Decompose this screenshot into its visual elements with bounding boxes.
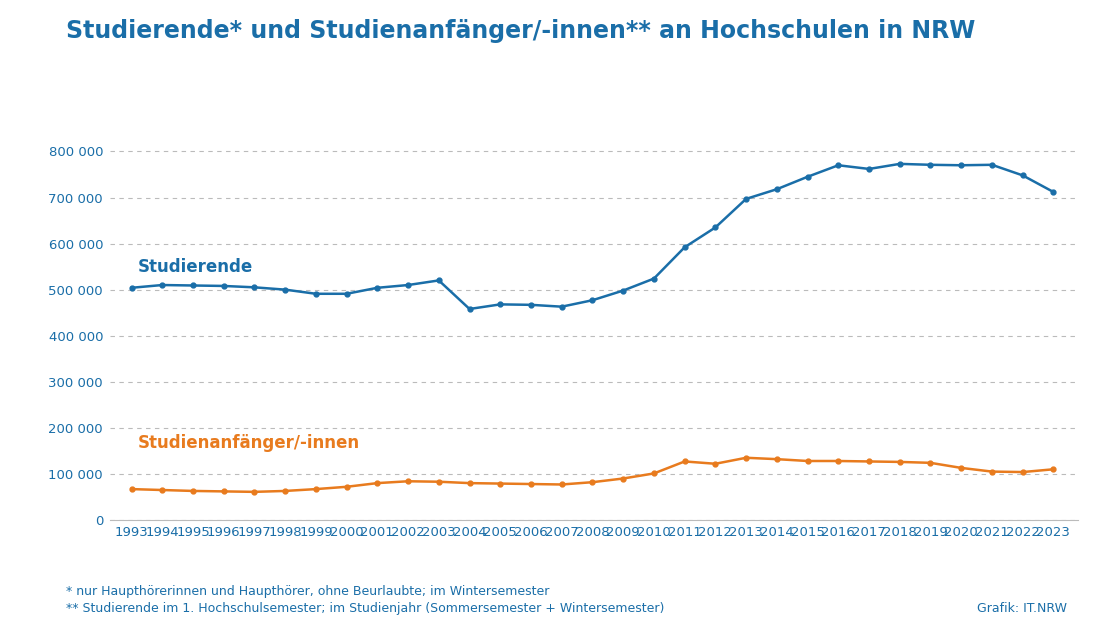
Text: ** Studierende im 1. Hochschulsemester; im Studienjahr (Sommersemester + Winters: ** Studierende im 1. Hochschulsemester; …: [66, 602, 664, 615]
Text: Studienanfänger/-innen: Studienanfänger/-innen: [138, 434, 360, 452]
Text: Studierende: Studierende: [138, 258, 253, 276]
Text: Studierende* und Studienanfänger/-innen** an Hochschulen in NRW: Studierende* und Studienanfänger/-innen*…: [66, 19, 976, 43]
Text: * nur Haupthörerinnen und Haupthörer, ohne Beurlaubte; im Wintersemester: * nur Haupthörerinnen und Haupthörer, oh…: [66, 585, 549, 598]
Text: Grafik: IT.NRW: Grafik: IT.NRW: [977, 602, 1067, 615]
